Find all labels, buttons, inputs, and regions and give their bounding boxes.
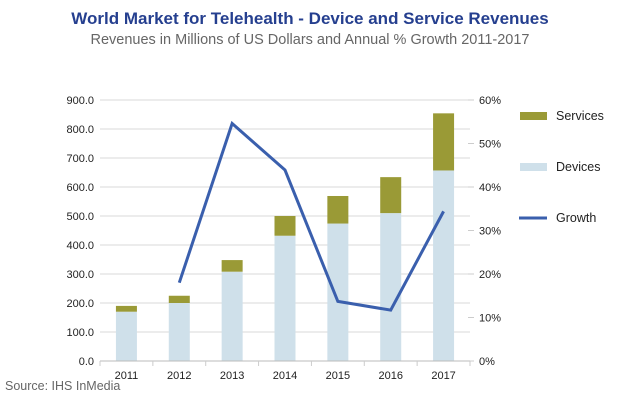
- x-tick-label: 2017: [431, 370, 455, 382]
- growth-line: [177, 120, 445, 312]
- left-tick-label: 500.0: [66, 211, 94, 223]
- bar-services: [168, 295, 190, 303]
- bar-devices: [327, 223, 349, 361]
- left-tick-label: 600.0: [66, 182, 94, 194]
- chart-title: World Market for Telehealth - Device and…: [71, 9, 549, 28]
- right-tick-label: 10%: [479, 313, 501, 325]
- bar-devices: [380, 213, 402, 361]
- bar-devices: [433, 170, 455, 361]
- bar-services: [380, 177, 402, 214]
- x-tick-label: 2011: [115, 370, 139, 382]
- right-tick-label: 0%: [479, 356, 495, 368]
- left-tick-label: 900.0: [66, 95, 94, 107]
- legend-swatch-devices: [520, 163, 547, 171]
- left-tick-label: 400.0: [66, 240, 94, 252]
- bars: [115, 113, 455, 361]
- x-tick-label: 2013: [220, 370, 244, 382]
- left-tick-label: 800.0: [66, 124, 94, 136]
- x-tick-label: 2015: [326, 370, 350, 382]
- bar-devices: [274, 235, 296, 361]
- bar-devices: [168, 303, 190, 361]
- legend-swatch-services: [520, 112, 547, 120]
- bar-services: [327, 195, 349, 224]
- legend-label-services: Services: [556, 109, 604, 123]
- bar-services: [221, 260, 243, 272]
- right-tick-label: 50%: [479, 139, 501, 151]
- left-tick-label: 100.0: [66, 327, 94, 339]
- left-tick-label: 700.0: [66, 153, 94, 165]
- growth-line-group: [177, 120, 445, 312]
- right-tick-label: 30%: [479, 226, 501, 238]
- bar-services: [115, 305, 137, 312]
- bar-services: [433, 113, 455, 171]
- source-note: Source: IHS InMedia: [5, 379, 121, 393]
- right-tick-label: 40%: [479, 182, 501, 194]
- left-tick-label: 300.0: [66, 269, 94, 281]
- bar-services: [274, 216, 296, 236]
- left-tick-label: 200.0: [66, 298, 94, 310]
- x-tick-label: 2012: [167, 370, 191, 382]
- legend-label-devices: Devices: [556, 160, 600, 174]
- legend-label-growth: Growth: [556, 211, 596, 225]
- right-tick-label: 20%: [479, 269, 501, 281]
- chart-subtitle: Revenues in Millions of US Dollars and A…: [90, 32, 530, 48]
- axes: 0.0 100.0 200.0 300.0 400.0 500.0 600.0 700.0 80…: [66, 95, 501, 382]
- bar-devices: [221, 271, 243, 361]
- x-tick-label: 2016: [378, 370, 402, 382]
- legend: Services Devices Growth: [519, 109, 604, 225]
- left-tick-label: 0.0: [79, 356, 94, 368]
- x-tick-label: 2014: [273, 370, 297, 382]
- gridlines: [100, 99, 470, 333]
- bar-devices: [115, 311, 137, 361]
- right-tick-label: 60%: [479, 95, 501, 107]
